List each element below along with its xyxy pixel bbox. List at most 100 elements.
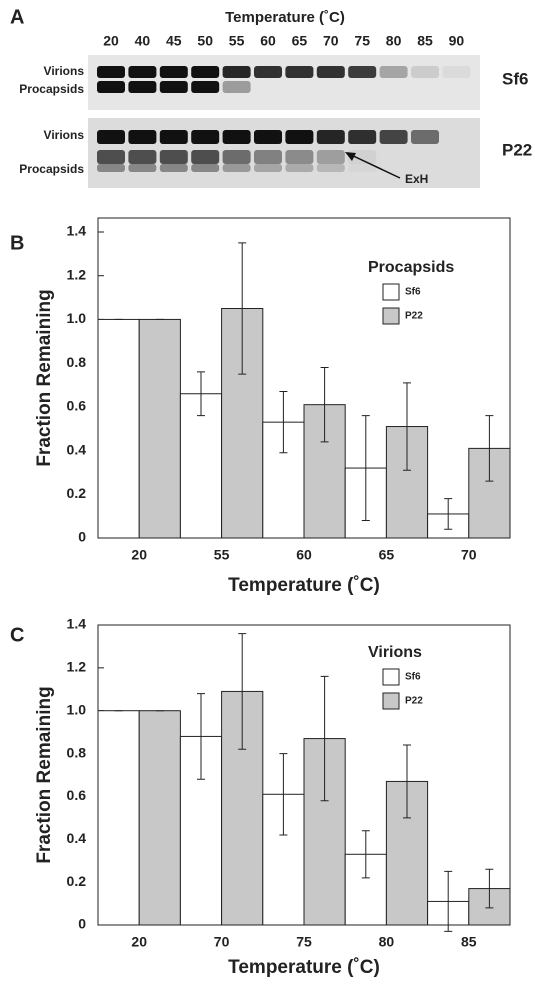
- y-tick-label: 0.2: [67, 485, 87, 501]
- bar: [97, 318, 140, 539]
- x-tick-label: 80: [379, 934, 395, 950]
- error-bar: [485, 868, 494, 909]
- y-tick-label: 1.2: [67, 266, 87, 282]
- gel-band: [254, 150, 282, 164]
- panel-label: B: [10, 232, 24, 254]
- gel-name: Sf6: [502, 69, 528, 88]
- y-tick-label: 0: [78, 916, 86, 932]
- gel-band: [222, 130, 251, 144]
- x-axis-title: Temperature (˚C): [228, 957, 380, 978]
- bar: [97, 710, 140, 926]
- gel-band: [128, 81, 157, 93]
- gel-band: [191, 66, 220, 78]
- gel-band: [191, 164, 220, 172]
- gel-band: [222, 150, 251, 164]
- lane-label: 80: [386, 33, 402, 49]
- x-tick-label: 85: [461, 934, 477, 950]
- legend-label: Sf6: [405, 287, 421, 298]
- y-tick-label: 1.4: [67, 223, 87, 239]
- lane-label: 50: [197, 33, 213, 49]
- error-bar: [279, 753, 288, 836]
- lane-label: 55: [229, 33, 245, 49]
- gel-band: [254, 130, 282, 144]
- lane-label: 60: [260, 33, 276, 49]
- legend-label: Sf6: [405, 672, 421, 683]
- gel-band: [316, 164, 345, 172]
- bar: [138, 318, 181, 539]
- y-tick-label: 0.8: [67, 354, 87, 370]
- gel-band: [254, 164, 282, 172]
- gel-band: [411, 66, 439, 78]
- gel-band: [348, 150, 377, 164]
- gel-band: [97, 164, 125, 172]
- gel-name: P22: [502, 140, 532, 159]
- y-tick-label: 0.4: [67, 830, 87, 846]
- lane-label: 45: [166, 33, 182, 49]
- gel-band: [222, 164, 251, 172]
- gel-band: [97, 150, 125, 164]
- gel-band: [128, 150, 157, 164]
- y-axis-title: Fraction Remaining: [34, 289, 55, 466]
- row-label: Virions: [44, 64, 85, 78]
- gel-band: [159, 164, 188, 172]
- gel-band: [316, 66, 345, 78]
- bar: [179, 393, 223, 539]
- y-tick-label: 0.2: [67, 873, 87, 889]
- legend-label: P22: [405, 311, 423, 322]
- gel-band: [128, 164, 157, 172]
- legend-swatch: [382, 692, 400, 710]
- gel-band: [97, 130, 125, 144]
- y-tick-label: 1.0: [67, 701, 87, 717]
- row-label: Procapsids: [19, 82, 84, 96]
- gel-band: [159, 150, 188, 164]
- gel-band: [222, 81, 251, 93]
- arrow-head: [345, 152, 356, 161]
- gel-band: [348, 130, 377, 144]
- legend-title: Procapsids: [368, 259, 454, 276]
- gel-band: [285, 130, 314, 144]
- lane-label: 40: [135, 33, 151, 49]
- gel-band: [191, 150, 220, 164]
- gel-band: [411, 130, 439, 144]
- gel-band: [159, 81, 188, 93]
- panel-label: C: [10, 624, 24, 646]
- error-bar: [444, 870, 453, 932]
- gel-band: [97, 66, 125, 78]
- lane-label: 75: [354, 33, 370, 49]
- legend-swatch: [382, 283, 400, 301]
- gel-band: [348, 66, 377, 78]
- gel-band: [222, 66, 251, 78]
- legend-label: P22: [405, 696, 423, 707]
- x-tick-label: 65: [379, 547, 395, 563]
- gel-band: [316, 150, 345, 164]
- gel-band: [285, 150, 314, 164]
- gel-band: [128, 130, 157, 144]
- gel-band: [316, 130, 345, 144]
- error-bar: [403, 382, 411, 471]
- x-tick-label: 75: [296, 934, 312, 950]
- legend-title: Virions: [368, 644, 422, 661]
- legend-swatch: [382, 668, 400, 686]
- gel-band: [379, 130, 408, 144]
- x-tick-label: 70: [461, 547, 477, 563]
- y-tick-label: 1.4: [67, 616, 87, 632]
- row-label: Virions: [44, 128, 85, 142]
- error-bar: [238, 633, 247, 750]
- x-axis-title: Temperature (˚C): [228, 575, 380, 596]
- error-bar: [197, 693, 205, 780]
- x-tick-label: 20: [131, 547, 147, 563]
- gel-title: Temperature (˚C): [225, 9, 345, 26]
- gel-band: [97, 81, 125, 93]
- y-tick-label: 0.8: [67, 744, 87, 760]
- gel-band: [442, 66, 471, 78]
- error-bar: [403, 744, 411, 819]
- y-tick-label: 0.6: [67, 787, 87, 803]
- y-axis-title: Fraction Remaining: [34, 686, 55, 863]
- x-tick-label: 60: [296, 547, 312, 563]
- lane-label: 85: [417, 33, 433, 49]
- error-bar: [238, 242, 247, 375]
- lane-label: 65: [292, 33, 308, 49]
- gel-band: [285, 164, 314, 172]
- x-tick-label: 20: [131, 934, 147, 950]
- y-tick-label: 1.0: [67, 310, 87, 326]
